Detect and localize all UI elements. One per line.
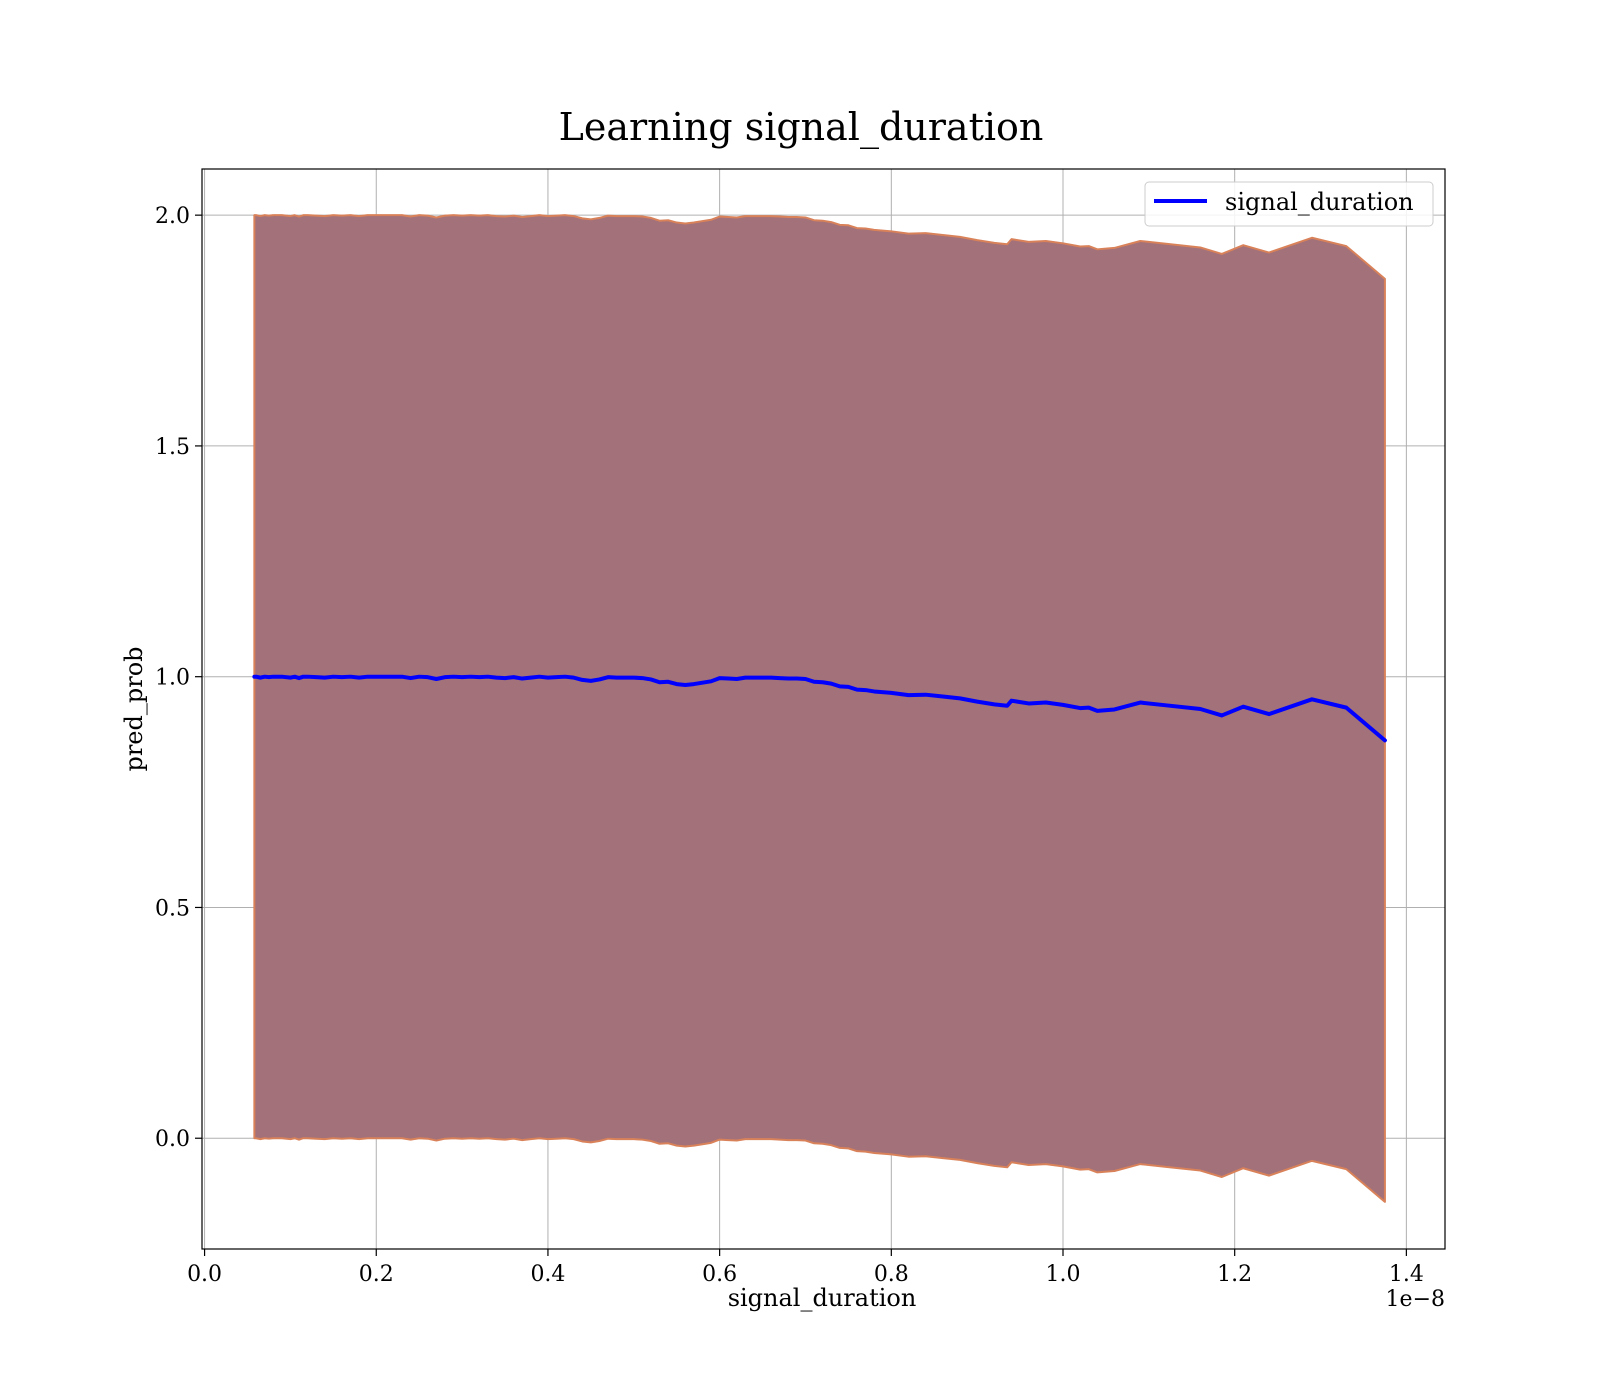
legend-box [1144,181,1434,227]
y-tick-label: 1.5 [155,435,190,460]
legend-label: signal_duration [1225,188,1414,216]
legend: signal_duration [1144,181,1434,227]
y-tick-label: 0.5 [155,896,190,921]
confidence-band-area [253,214,1386,1203]
y-tick-label: 1.0 [155,666,190,691]
y-tick-label: 2.0 [155,204,190,229]
x-axis-label: signal_duration [728,1284,917,1312]
y-axis: 0.0 0.5 1.0 1.5 2.0 [155,204,202,1152]
series-lines [252,674,1387,743]
confidence-band [253,214,1386,1203]
x-axis-offset-label: 1e−8 [1386,1287,1445,1312]
x-tick-label: 1.2 [1217,1262,1252,1287]
x-tick-label: 1.0 [1046,1262,1081,1287]
x-tick-label: 0.4 [530,1262,565,1287]
x-tick-label: 0.2 [359,1262,394,1287]
x-axis: 0.0 0.2 0.4 0.6 0.8 1.0 1.2 1.4 [187,1249,1424,1287]
chart-title: Learning signal_duration [559,105,1044,150]
y-tick-label: 0.0 [155,1127,190,1152]
x-tick-label: 1.4 [1389,1262,1424,1287]
y-axis-label: pred_prob [120,646,148,771]
series-line [252,674,1387,743]
x-tick-label: 0.6 [702,1262,737,1287]
x-tick-label: 0.0 [187,1262,222,1287]
plot-frame [201,168,1446,1250]
x-tick-label: 0.8 [874,1262,909,1287]
